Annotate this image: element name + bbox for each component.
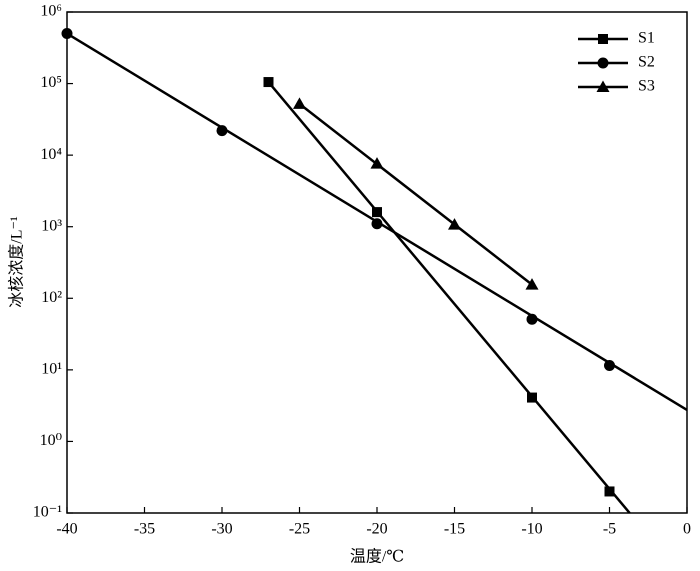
marker <box>293 97 306 109</box>
y-tick-label: 10³ <box>41 217 62 234</box>
marker <box>216 125 228 137</box>
legend-label: S1 <box>638 30 655 47</box>
legend-marker <box>598 34 608 44</box>
marker <box>263 77 274 88</box>
marker <box>604 360 615 372</box>
legend-marker <box>597 57 609 69</box>
y-tick-label: 10¹ <box>41 361 62 378</box>
y-tick-label: 10⁰ <box>40 432 62 449</box>
marker <box>61 28 73 40</box>
plot-area <box>67 32 687 513</box>
x-tick-label: -15 <box>444 521 465 538</box>
x-tick-label: -40 <box>56 521 77 538</box>
x-tick-label: -5 <box>603 521 616 538</box>
marker <box>604 486 615 497</box>
x-tick-label: -20 <box>366 521 387 538</box>
y-tick-label: 10⁶ <box>40 3 62 20</box>
x-tick-label: -35 <box>134 521 155 538</box>
marker <box>371 218 383 230</box>
x-tick-label: -25 <box>289 521 310 538</box>
x-tick-label: -10 <box>521 521 542 538</box>
x-axis-label: 温度/℃ <box>350 548 404 566</box>
legend-label: S3 <box>638 78 655 95</box>
marker <box>525 278 539 290</box>
x-tick-label: -30 <box>211 521 232 538</box>
series-line <box>298 102 533 286</box>
marker <box>526 313 538 325</box>
y-tick-label: 10⁴ <box>40 146 62 163</box>
marker <box>370 157 384 169</box>
y-tick-label: 10⁻¹ <box>33 504 62 521</box>
marker <box>372 207 382 218</box>
marker <box>448 218 461 230</box>
marker <box>527 392 537 403</box>
legend-marker <box>596 80 610 92</box>
y-tick-label: 10⁵ <box>40 74 62 91</box>
y-tick-label: 10² <box>41 289 62 306</box>
x-tick-label: 0 <box>683 521 691 538</box>
series-line <box>267 81 631 513</box>
legend-label: S2 <box>638 54 655 71</box>
y-axis-label: 冰核浓度/L⁻¹ <box>8 216 26 308</box>
